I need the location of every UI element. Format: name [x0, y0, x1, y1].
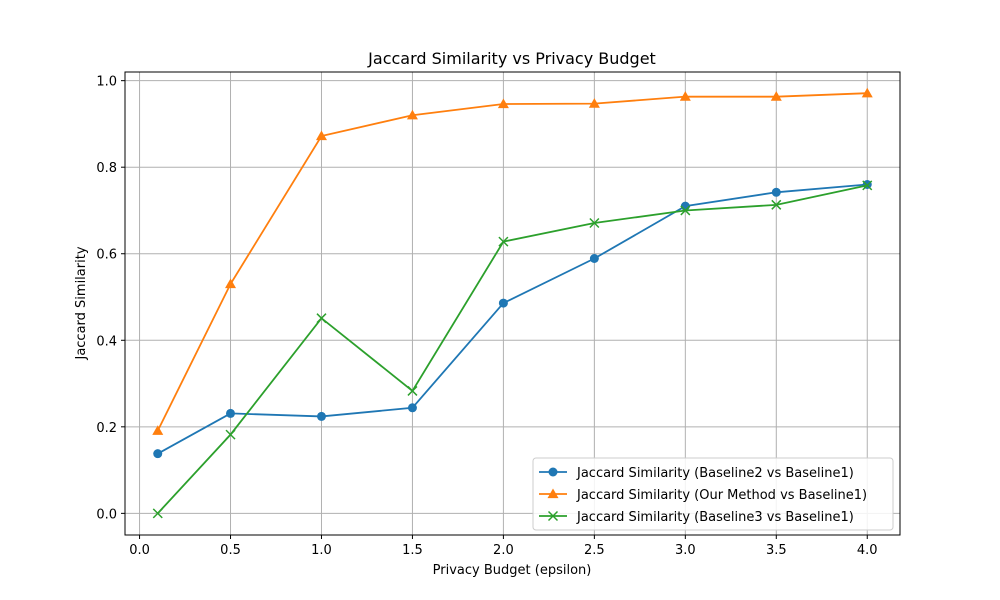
x-axis-label: Privacy Budget (epsilon): [433, 563, 592, 578]
x-tick-label: 3.5: [766, 543, 787, 558]
data-point: [771, 199, 782, 210]
legend-label: Jaccard Similarity (Baseline3 vs Baselin…: [576, 510, 854, 525]
y-tick-label: 0.2: [96, 421, 117, 436]
series-2: [152, 87, 873, 435]
data-point: [589, 253, 599, 263]
x-tick-label: 4.0: [857, 543, 878, 558]
data-point: [225, 429, 236, 440]
y-tick-label: 0.6: [96, 248, 117, 263]
data-point: [225, 278, 237, 289]
data-point: [680, 205, 691, 216]
legend: Jaccard Similarity (Baseline2 vs Baselin…: [532, 457, 894, 531]
series-3: [152, 180, 873, 519]
data-point: [498, 298, 508, 308]
data-point: [226, 408, 236, 418]
legend-marker: [548, 467, 558, 477]
axis-ticks: 0.0 0.5 1.0 1.5 2.0 2.5 3.0 3.5 4.0 0.0 0.2 0.4 0.6 0…: [96, 75, 877, 558]
y-tick-label: 0.8: [96, 161, 117, 176]
x-tick-label: 0.0: [129, 543, 150, 558]
data-point: [588, 98, 600, 108]
data-point: [152, 425, 164, 435]
data-point: [679, 91, 691, 101]
y-tick-label: 1.0: [96, 75, 117, 90]
x-tick-label: 2.5: [584, 543, 605, 558]
x-tick-label: 0.5: [220, 543, 241, 558]
legend-item: Jaccard Similarity (Baseline2 vs Baselin…: [539, 466, 854, 481]
y-tick-label: 0.4: [96, 334, 117, 349]
legend-box: [532, 457, 894, 531]
data-point: [407, 385, 418, 396]
legend-marker: [547, 488, 559, 499]
data-point: [498, 236, 509, 247]
x-tick-label: 1.5: [402, 543, 423, 558]
data-point: [771, 187, 781, 197]
y-axis-label: Jaccard Similarity: [74, 246, 89, 360]
data-point: [316, 313, 327, 324]
data-point: [862, 180, 873, 191]
chart-title: Jaccard Similarity vs Privacy Budget: [367, 49, 656, 68]
y-tick-label: 0.0: [96, 507, 117, 522]
data-point: [315, 130, 327, 141]
data-point: [680, 201, 690, 211]
series-line: [156, 92, 868, 432]
data-point: [153, 449, 163, 459]
data-point: [406, 109, 418, 120]
x-tick-label: 3.0: [675, 543, 696, 558]
data-point: [497, 98, 509, 109]
data-point: [861, 87, 873, 98]
x-tick-label: 1.0: [311, 543, 332, 558]
plot-area-frame: [124, 71, 901, 536]
x-tick-label: 2.0: [493, 543, 514, 558]
data-point: [152, 508, 163, 519]
legend-marker: [547, 510, 559, 522]
data-point: [589, 217, 600, 229]
series-1: [153, 180, 872, 459]
legend-label: Jaccard Similarity (Our Method vs Baseli…: [576, 488, 867, 503]
series-layer: [152, 87, 873, 519]
legend-item: Jaccard Similarity (Baseline3 vs Baselin…: [539, 510, 854, 525]
data-point: [770, 91, 782, 101]
series-line: [157, 183, 868, 455]
legend-item: Jaccard Similarity (Our Method vs Baseli…: [539, 488, 867, 503]
legend-label: Jaccard Similarity (Baseline2 vs Baselin…: [576, 466, 854, 481]
data-point: [407, 403, 417, 413]
data-point: [316, 411, 326, 421]
